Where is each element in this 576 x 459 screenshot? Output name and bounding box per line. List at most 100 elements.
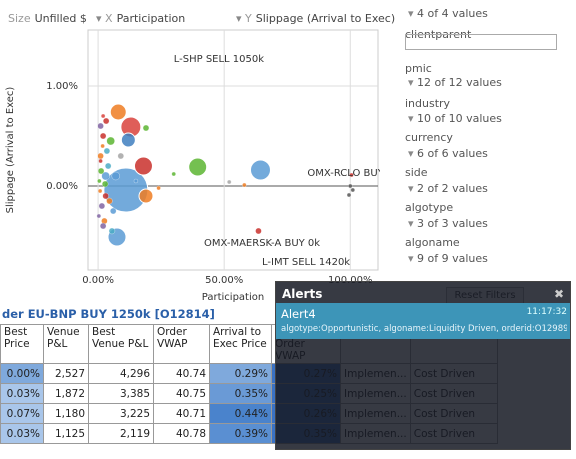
data-point: [110, 207, 117, 215]
data-point: [98, 202, 106, 210]
filter-dropdown[interactable]: 12 of 12 values: [408, 76, 502, 89]
selector-label: X: [105, 12, 113, 25]
alerts-title: Alerts: [282, 287, 323, 301]
data-point: [97, 152, 104, 160]
alert-name: Alert4: [281, 307, 316, 321]
data-point: [99, 222, 107, 230]
filter-name: algotype: [405, 201, 454, 214]
table-cell: 40.74: [153, 363, 210, 384]
data-point: [255, 227, 262, 235]
table-cell: 40.75: [153, 383, 210, 404]
filter-name: side: [405, 166, 428, 179]
data-point: [120, 132, 136, 148]
data-point: [99, 132, 107, 140]
table-cell: 40.71: [153, 403, 210, 424]
filter-dropdown[interactable]: 10 of 10 values: [408, 112, 502, 125]
data-point: [346, 192, 352, 198]
data-point: [108, 227, 116, 235]
filter-name: pmic: [405, 62, 432, 75]
alert-detail: algotype:Opportunistic, algoname:Liquidi…: [281, 324, 567, 334]
column-header: Arrival to Exec Price: [209, 324, 272, 364]
filter-name: industry: [405, 97, 451, 110]
filter-dropdown[interactable]: 9 of 9 values: [408, 252, 488, 265]
x-tick-label: 100.00%: [328, 275, 373, 286]
data-point: [249, 159, 271, 181]
data-point: [103, 147, 111, 155]
data-point: [242, 182, 247, 188]
table-cell: 0.03%: [0, 383, 44, 404]
data-point: [156, 185, 161, 191]
data-point: [133, 178, 139, 184]
data-point: [102, 192, 109, 200]
data-point: [106, 136, 115, 146]
data-point: [133, 156, 153, 176]
alert-time: 11:17:32: [526, 307, 567, 317]
data-point: [142, 124, 150, 132]
data-point: [188, 157, 208, 177]
column-header: Venue P&L: [43, 324, 89, 364]
plot-area: [87, 29, 379, 271]
column-header: Order VWAP: [153, 324, 210, 364]
filter-dropdown[interactable]: 4 of 4 values: [408, 7, 488, 20]
table-cell: 4,296: [88, 363, 154, 384]
selector-value: Unfilled $: [34, 12, 87, 25]
table-cell: 1,125: [43, 423, 89, 444]
data-point: [117, 152, 124, 160]
filter-dropdown[interactable]: 3 of 3 values: [408, 217, 488, 230]
close-button[interactable]: ✖: [553, 287, 564, 301]
table-cell: 2,527: [43, 363, 89, 384]
x-axis-label: Participation: [202, 292, 264, 303]
table-cell: 2,119: [88, 423, 154, 444]
table-cell: 0.44%: [209, 403, 272, 424]
table-title: der EU-BNP BUY 1250k [O12814]: [2, 307, 215, 321]
data-point: [100, 113, 106, 119]
selector-value: Slippage (Arrival to Exec): [255, 12, 396, 25]
column-header: Best Venue P&L: [88, 324, 154, 364]
table-cell: 40.78: [153, 423, 210, 444]
data-point: [349, 172, 354, 178]
alert-item[interactable]: Alert4 11:17:32 algotype:Opportunistic, al…: [276, 303, 570, 339]
data-point: [100, 143, 105, 149]
data-point: [103, 117, 110, 125]
table-cell: 0.35%: [209, 383, 272, 404]
filter-dropdown[interactable]: 6 of 6 values: [408, 147, 488, 160]
selector-label: Y: [245, 12, 252, 25]
table-cell: 0.07%: [0, 403, 44, 424]
data-point: [98, 158, 103, 164]
table-cell: 3,225: [88, 403, 154, 424]
table-cell: 1,872: [43, 383, 89, 404]
annotation: L-IMT SELL 1420k: [262, 257, 350, 268]
x-tick-label: 50.00%: [205, 275, 243, 286]
data-point: [96, 213, 101, 219]
table-cell: 3,385: [88, 383, 154, 404]
axis-selector[interactable]: Size Unfilled $: [8, 12, 87, 25]
data-point: [101, 171, 110, 181]
table-cell: 0.03%: [0, 423, 44, 444]
filter-dropdown[interactable]: 2 of 2 values: [408, 182, 488, 195]
filter-name: algoname: [405, 236, 460, 249]
filter-input[interactable]: [405, 34, 557, 50]
alerts-panel: Alerts ✖ Alert4 11:17:32 algotype:Opportunis…: [275, 281, 571, 450]
data-point: [97, 122, 104, 130]
data-point: [171, 171, 176, 177]
selector-label: Size: [8, 12, 31, 25]
data-point: [350, 187, 355, 193]
data-point: [97, 188, 103, 194]
table-cell: 1,180: [43, 403, 89, 424]
data-point: [97, 178, 102, 184]
annotation: OMX-RCLO BUY: [307, 168, 380, 179]
data-point: [97, 167, 105, 175]
x-tick-label: 0.00%: [82, 275, 114, 286]
selector-value: Participation: [116, 12, 186, 25]
data-point: [109, 103, 127, 121]
y-tick-label: 1.00%: [46, 81, 78, 92]
data-point: [227, 179, 232, 185]
scatter-chart: 0.00% 1.00% 0.00% 50.00% 100.00% Participatio…: [5, 29, 380, 303]
data-point: [111, 171, 120, 181]
data-point: [105, 162, 112, 170]
data-point: [138, 188, 154, 204]
filter-name: currency: [405, 131, 453, 144]
